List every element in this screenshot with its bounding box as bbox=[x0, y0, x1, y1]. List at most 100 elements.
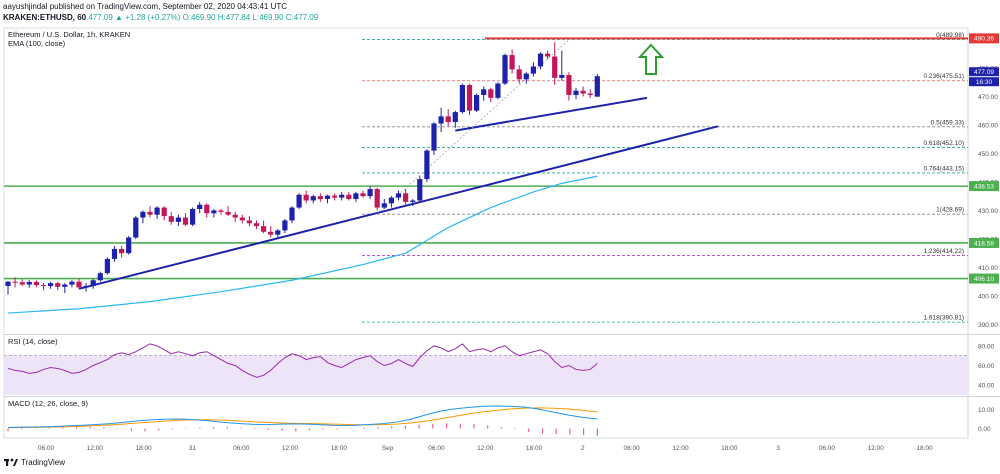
candle-body bbox=[303, 194, 309, 201]
candle-body bbox=[268, 231, 274, 235]
time-tick-label: 18:00 bbox=[721, 445, 738, 452]
candle-body bbox=[324, 195, 331, 200]
candle-body bbox=[239, 217, 245, 221]
rsi-line bbox=[7, 343, 598, 378]
trend-line bbox=[78, 125, 719, 290]
candle-body bbox=[48, 283, 54, 286]
candle-body bbox=[381, 203, 387, 208]
candle-body bbox=[161, 207, 167, 217]
candle-body bbox=[289, 207, 295, 221]
candle-body bbox=[232, 214, 238, 218]
ema-100-line bbox=[7, 175, 598, 314]
sr-price-badge bbox=[969, 237, 999, 248]
candle-body bbox=[182, 217, 189, 225]
up-arrow-icon bbox=[637, 43, 665, 75]
candle-body bbox=[388, 197, 394, 204]
candle-body bbox=[339, 194, 345, 198]
candle-body bbox=[12, 281, 18, 283]
fib-level-label: 0(489.98) bbox=[936, 32, 964, 39]
macd-signal-line bbox=[7, 407, 598, 429]
candle-body bbox=[111, 248, 118, 259]
time-tick-label: 2 bbox=[581, 445, 585, 452]
fib-anchor-line bbox=[376, 39, 570, 215]
time-tick-label: 31 bbox=[189, 445, 197, 452]
candle-body bbox=[154, 207, 160, 215]
candle-body bbox=[211, 210, 217, 214]
candle-body bbox=[310, 196, 316, 201]
price-tick-label: 430.00 bbox=[978, 208, 998, 215]
candle-body bbox=[83, 285, 89, 288]
candle-body bbox=[374, 189, 380, 208]
time-tick-label: Sep bbox=[382, 445, 394, 452]
candle-body bbox=[410, 200, 416, 202]
fib-level-label: 1(428.69) bbox=[936, 207, 964, 214]
sr-price-label: 438.53 bbox=[974, 183, 994, 190]
countdown-label: 16:30 bbox=[976, 79, 993, 86]
candle-body bbox=[537, 53, 544, 67]
candle-body bbox=[367, 189, 373, 197]
price-tick-label: 400.00 bbox=[978, 293, 998, 300]
candle-body bbox=[580, 90, 586, 94]
time-tick-label: 12:00 bbox=[282, 445, 299, 452]
current-price-label: 477.09 bbox=[974, 69, 994, 76]
candle-body bbox=[516, 69, 522, 80]
candle-body bbox=[62, 284, 68, 287]
publish-info: aayushjindal published on TradingView.co… bbox=[3, 2, 288, 11]
time-tick-label: 18:00 bbox=[135, 445, 152, 452]
candle-body bbox=[573, 90, 579, 95]
candle-body bbox=[197, 204, 203, 210]
time-tick-label: 18:00 bbox=[331, 445, 348, 452]
candle-body bbox=[140, 211, 146, 218]
candle-body bbox=[552, 56, 558, 78]
candle-body bbox=[353, 193, 359, 200]
symbol-ohlc-line: KRAKEN:ETHUSD, 60 477.09 ▲ +1.28 (+0.27%… bbox=[3, 13, 318, 22]
fib-level-label: 0.236(475.51) bbox=[924, 73, 964, 80]
candle-body bbox=[133, 217, 139, 238]
candle-body bbox=[19, 282, 25, 285]
candle-body bbox=[594, 76, 600, 97]
resistance-price-label: 490.36 bbox=[974, 36, 994, 43]
time-tick-label: 3 bbox=[776, 445, 780, 452]
fib-level-label: 1.236(414.22) bbox=[924, 248, 964, 255]
macd-tick-label: 10.00 bbox=[978, 407, 995, 414]
candle-body bbox=[530, 66, 536, 74]
time-tick-label: 06:00 bbox=[233, 445, 250, 452]
candle-body bbox=[438, 116, 444, 124]
candle-body bbox=[261, 226, 267, 232]
macd-tick-label: 0.00 bbox=[978, 426, 991, 433]
price-tick-label: 460.00 bbox=[978, 122, 998, 129]
candle-body bbox=[459, 85, 465, 113]
candle-body bbox=[246, 220, 252, 224]
rsi-tick-label: 80.00 bbox=[978, 343, 995, 350]
time-tick-label: 06:00 bbox=[819, 445, 836, 452]
time-tick-label: 12:00 bbox=[868, 445, 885, 452]
candle-body bbox=[168, 216, 174, 222]
candle-body bbox=[445, 116, 451, 123]
sr-price-label: 418.58 bbox=[974, 240, 994, 247]
sr-price-badge bbox=[969, 273, 999, 284]
candle-body bbox=[559, 75, 565, 78]
candle-body bbox=[104, 258, 110, 274]
candle-body bbox=[204, 204, 210, 214]
candle-body bbox=[545, 53, 551, 57]
price-tick-label: 410.00 bbox=[978, 265, 998, 272]
candle-body bbox=[317, 196, 323, 200]
candle-body bbox=[488, 89, 494, 98]
candle-body bbox=[346, 194, 352, 200]
time-tick-label: 12:00 bbox=[477, 445, 494, 452]
candle-body bbox=[587, 93, 593, 95]
candle-body bbox=[126, 237, 132, 254]
candle-body bbox=[566, 75, 572, 95]
candle-body bbox=[119, 248, 125, 254]
candle-body bbox=[90, 280, 96, 286]
rsi-tick-label: 40.00 bbox=[978, 383, 995, 390]
ema-label: EMA (100, close) bbox=[8, 39, 66, 48]
trend-line bbox=[455, 96, 648, 132]
price-tick-label: 390.00 bbox=[978, 322, 998, 329]
fib-level-label: 1.618(390.81) bbox=[924, 315, 964, 322]
candle-body bbox=[474, 94, 480, 111]
candle-body bbox=[69, 281, 75, 285]
candle-body bbox=[296, 194, 302, 208]
time-tick-label: 06:00 bbox=[38, 445, 55, 452]
